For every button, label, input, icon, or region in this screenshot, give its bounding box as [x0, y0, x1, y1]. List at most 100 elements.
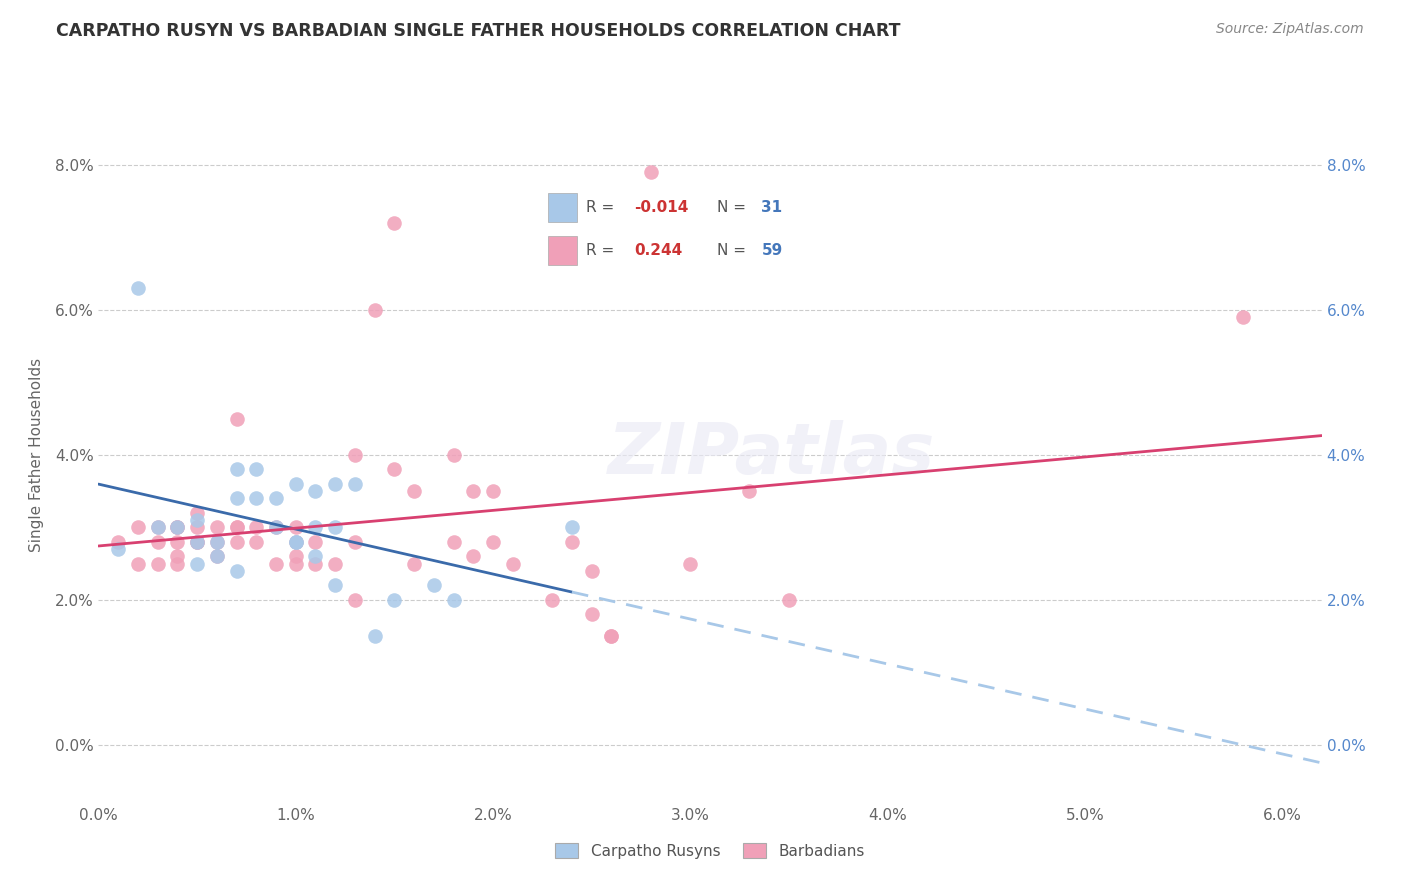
- Text: R =: R =: [586, 200, 614, 215]
- Point: [186, 520, 208, 534]
- Point: [541, 592, 564, 607]
- Point: [284, 520, 307, 534]
- Point: [284, 534, 307, 549]
- Point: [205, 549, 228, 564]
- Point: [404, 484, 426, 499]
- Point: [245, 520, 267, 534]
- Point: [343, 592, 366, 607]
- Point: [225, 520, 247, 534]
- Point: [561, 534, 583, 549]
- FancyBboxPatch shape: [548, 236, 576, 265]
- Point: [323, 557, 346, 571]
- Point: [127, 557, 149, 571]
- Point: [264, 557, 287, 571]
- Point: [205, 534, 228, 549]
- Point: [225, 411, 247, 425]
- Point: [443, 448, 465, 462]
- Point: [284, 557, 307, 571]
- Point: [679, 557, 702, 571]
- Point: [166, 557, 188, 571]
- Point: [482, 534, 505, 549]
- Text: Source: ZipAtlas.com: Source: ZipAtlas.com: [1216, 22, 1364, 37]
- Point: [186, 534, 208, 549]
- Point: [186, 534, 208, 549]
- Text: -0.014: -0.014: [634, 200, 689, 215]
- Point: [343, 476, 366, 491]
- Point: [404, 557, 426, 571]
- Point: [1232, 310, 1254, 325]
- Point: [343, 534, 366, 549]
- Text: CARPATHO RUSYN VS BARBADIAN SINGLE FATHER HOUSEHOLDS CORRELATION CHART: CARPATHO RUSYN VS BARBADIAN SINGLE FATHE…: [56, 22, 901, 40]
- Point: [284, 476, 307, 491]
- Point: [443, 534, 465, 549]
- Point: [343, 448, 366, 462]
- Point: [640, 165, 662, 179]
- Point: [127, 281, 149, 295]
- Point: [264, 520, 287, 534]
- Point: [166, 534, 188, 549]
- Point: [146, 520, 169, 534]
- Text: ZIPatlas: ZIPatlas: [607, 420, 935, 490]
- Point: [245, 462, 267, 476]
- Point: [186, 513, 208, 527]
- Point: [284, 534, 307, 549]
- Point: [600, 629, 623, 643]
- Point: [166, 520, 188, 534]
- Point: [304, 534, 326, 549]
- Point: [304, 520, 326, 534]
- Point: [107, 542, 129, 557]
- Text: 59: 59: [762, 243, 783, 258]
- Point: [443, 592, 465, 607]
- Text: N =: N =: [717, 243, 745, 258]
- Point: [146, 534, 169, 549]
- Point: [107, 534, 129, 549]
- Point: [502, 557, 524, 571]
- Point: [166, 520, 188, 534]
- Point: [225, 491, 247, 506]
- Point: [205, 534, 228, 549]
- Point: [205, 549, 228, 564]
- Point: [205, 520, 228, 534]
- Point: [146, 557, 169, 571]
- Point: [561, 520, 583, 534]
- Point: [225, 520, 247, 534]
- Text: 0.244: 0.244: [634, 243, 682, 258]
- Point: [284, 549, 307, 564]
- Text: R =: R =: [586, 243, 614, 258]
- Point: [482, 484, 505, 499]
- Point: [225, 462, 247, 476]
- Point: [245, 534, 267, 549]
- Point: [166, 549, 188, 564]
- Point: [363, 629, 385, 643]
- Point: [304, 557, 326, 571]
- Point: [463, 549, 485, 564]
- Y-axis label: Single Father Households: Single Father Households: [28, 358, 44, 552]
- Point: [225, 534, 247, 549]
- Point: [127, 520, 149, 534]
- Point: [382, 462, 405, 476]
- Point: [323, 476, 346, 491]
- Point: [382, 592, 405, 607]
- Point: [600, 629, 623, 643]
- Point: [284, 534, 307, 549]
- Point: [423, 578, 446, 592]
- Point: [363, 303, 385, 318]
- FancyBboxPatch shape: [548, 193, 576, 221]
- Point: [264, 520, 287, 534]
- Point: [166, 520, 188, 534]
- Point: [382, 216, 405, 230]
- Point: [581, 607, 603, 622]
- Point: [225, 564, 247, 578]
- Legend: Carpatho Rusyns, Barbadians: Carpatho Rusyns, Barbadians: [550, 837, 870, 864]
- Text: N =: N =: [717, 200, 745, 215]
- Point: [738, 484, 761, 499]
- Point: [186, 557, 208, 571]
- Point: [323, 520, 346, 534]
- Point: [186, 506, 208, 520]
- Point: [146, 520, 169, 534]
- Point: [778, 592, 800, 607]
- Point: [304, 549, 326, 564]
- Point: [264, 491, 287, 506]
- Point: [581, 564, 603, 578]
- Point: [186, 534, 208, 549]
